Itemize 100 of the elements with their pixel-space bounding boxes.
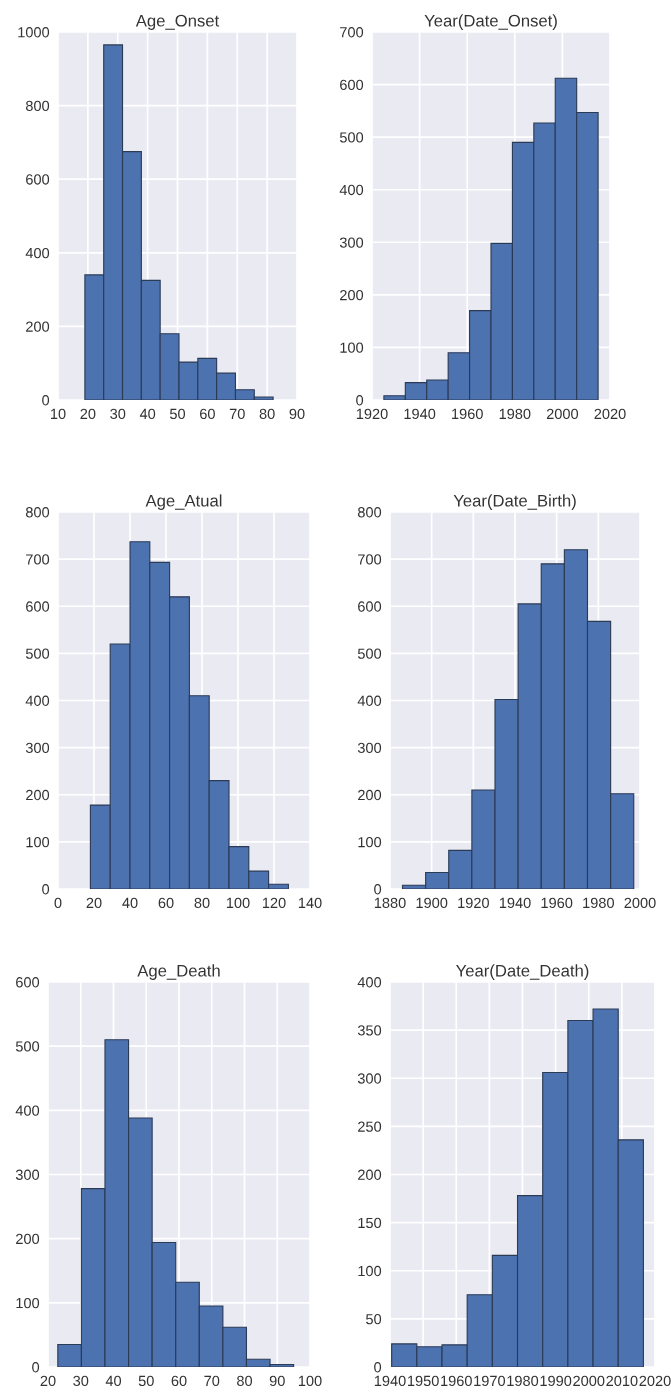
x-tick-label: 1940 — [374, 1375, 406, 1387]
y-tick-label: 500 — [25, 648, 50, 659]
x-tick-label: 1940 — [404, 408, 436, 420]
x-tick-label: 1980 — [499, 408, 531, 420]
y-tick-label: 100 — [340, 342, 364, 353]
y-tick-label: 800 — [25, 100, 50, 112]
x-tick-label: 1940 — [499, 897, 531, 909]
x-tick-label: 1960 — [452, 408, 483, 420]
x-tick-label: 2000 — [573, 1375, 605, 1387]
y-tick-label: 400 — [25, 247, 50, 259]
x-tick-label: 1980 — [583, 897, 614, 909]
y-tick-label: 400 — [357, 695, 382, 706]
y-tick-label: 600 — [358, 601, 382, 612]
y-tick-label: 50 — [366, 1313, 382, 1325]
x-tick-label: 1960 — [541, 897, 573, 909]
y-tick-label: 200 — [358, 789, 382, 801]
y-tick-label: 0 — [374, 1362, 382, 1373]
x-tick-label: 100 — [226, 897, 250, 909]
x-tick-label: 140 — [298, 897, 322, 909]
y-tick-label: 350 — [357, 1025, 382, 1036]
x-tick-label: 50 — [169, 408, 186, 420]
x-tick-label: 70 — [204, 1375, 220, 1387]
y-tick-label: 150 — [358, 1217, 382, 1229]
y-tick-label: 100 — [26, 836, 50, 848]
x-tick-label: 1980 — [507, 1375, 539, 1387]
x-tick-label: 60 — [200, 408, 215, 420]
x-tick-label: 90 — [289, 408, 305, 420]
x-tick-label: 1920 — [458, 897, 489, 909]
x-tick-label: 30 — [73, 1375, 89, 1387]
y-tick-label: 400 — [339, 184, 364, 196]
y-tick-label: 300 — [339, 237, 364, 248]
x-tick-label: 2020 — [594, 408, 626, 420]
y-tick-label: 1000 — [18, 27, 50, 38]
x-tick-label: 2000 — [624, 897, 656, 909]
y-tick-label: 600 — [26, 601, 50, 612]
x-tick-label: 40 — [139, 408, 156, 420]
x-tick-label: 2020 — [639, 1375, 671, 1387]
y-tick-label: 800 — [357, 507, 382, 518]
x-tick-label: 30 — [110, 408, 126, 420]
y-tick-label: 700 — [358, 554, 382, 565]
x-tick-label: 1960 — [441, 1375, 472, 1387]
x-tick-label: 70 — [229, 408, 245, 420]
y-tick-label: 400 — [15, 1105, 40, 1116]
x-tick-label: 2000 — [546, 408, 579, 420]
y-tick-label: 700 — [26, 554, 50, 565]
x-tick-label: 1970 — [474, 1375, 506, 1387]
y-tick-label: 300 — [15, 1169, 40, 1180]
y-tick-label: 300 — [357, 1073, 382, 1084]
y-tick-label: 600 — [26, 174, 50, 185]
y-tick-label: 500 — [357, 648, 382, 659]
y-tick-label: 0 — [42, 884, 50, 895]
y-tick-label: 0 — [374, 884, 382, 895]
y-tick-label: 400 — [357, 977, 382, 988]
x-tick-label: 1880 — [374, 897, 406, 909]
y-tick-label: 500 — [339, 132, 364, 143]
x-tick-label: 10 — [51, 408, 66, 420]
x-tick-label: 100 — [298, 1375, 322, 1387]
y-tick-label: 0 — [32, 1362, 40, 1373]
x-tick-label: 40 — [105, 1375, 122, 1387]
y-tick-label: 600 — [16, 977, 40, 988]
x-tick-label: 50 — [138, 1375, 154, 1387]
x-tick-label: 40 — [122, 897, 138, 909]
x-tick-label: 20 — [80, 408, 96, 420]
y-tick-label: 250 — [358, 1121, 382, 1132]
chart-title: Year(Date_Birth) — [453, 494, 576, 510]
x-tick-label: 1950 — [408, 1375, 439, 1387]
x-tick-label: 1990 — [540, 1375, 572, 1387]
chart-title: Age_Onset — [135, 14, 220, 30]
y-tick-label: 400 — [25, 695, 50, 706]
y-tick-label: 200 — [16, 1233, 40, 1245]
x-tick-label: 1900 — [416, 897, 448, 909]
chart-title: Year(Date_Death) — [456, 964, 589, 980]
y-tick-label: 800 — [25, 507, 50, 518]
chart-title: Year(Date_Onset) — [424, 14, 557, 30]
x-tick-label: 60 — [158, 897, 174, 909]
y-tick-label: 600 — [340, 79, 364, 90]
x-tick-label: 0 — [54, 897, 62, 909]
x-tick-label: 1920 — [356, 408, 388, 420]
y-tick-label: 200 — [26, 321, 50, 332]
y-tick-label: 200 — [26, 789, 50, 801]
x-tick-label: 80 — [259, 408, 275, 420]
x-tick-label: 120 — [262, 897, 286, 909]
y-tick-label: 0 — [42, 395, 50, 406]
y-tick-label: 100 — [358, 836, 382, 848]
y-tick-label: 100 — [358, 1265, 382, 1277]
y-tick-label: 500 — [15, 1041, 40, 1052]
chart-title: Age_Atual — [145, 494, 222, 510]
chart-title: Age_Death — [137, 964, 220, 980]
x-tick-label: 80 — [194, 897, 210, 909]
y-tick-label: 700 — [340, 27, 364, 38]
y-tick-label: 100 — [16, 1297, 40, 1309]
y-tick-label: 200 — [358, 1169, 382, 1180]
x-tick-label: 2010 — [606, 1375, 638, 1387]
y-tick-label: 200 — [340, 289, 364, 301]
x-tick-label: 20 — [86, 897, 102, 909]
x-tick-label: 20 — [40, 1375, 56, 1387]
y-tick-label: 0 — [356, 395, 364, 406]
y-tick-label: 300 — [25, 742, 50, 754]
x-tick-label: 80 — [237, 1375, 253, 1387]
x-tick-label: 60 — [171, 1375, 187, 1387]
